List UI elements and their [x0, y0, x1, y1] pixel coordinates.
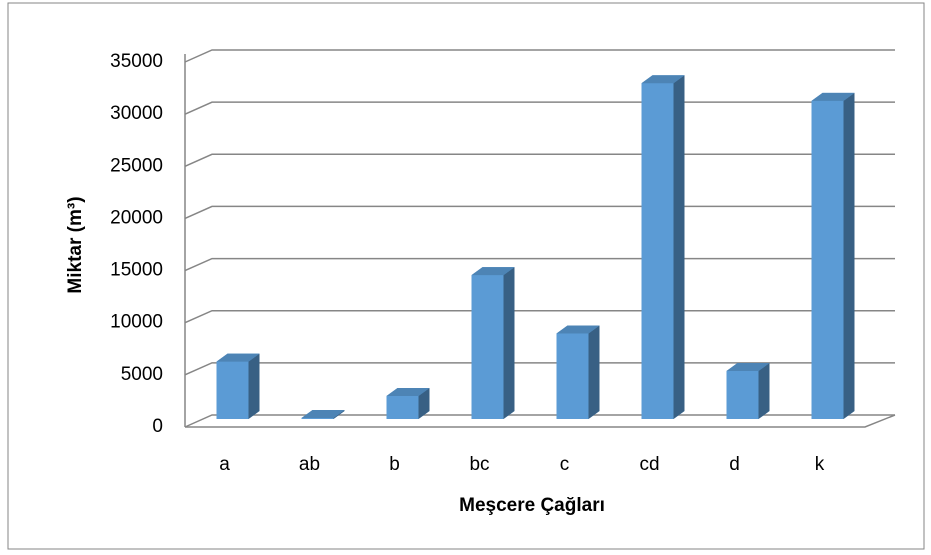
y-tick-label: 25000 — [110, 155, 163, 176]
y-tick-label: 10000 — [110, 312, 163, 333]
bar-top — [386, 388, 430, 397]
bar-side — [843, 92, 855, 419]
chart-frame — [7, 2, 925, 550]
bar-top — [556, 325, 600, 334]
x-tick-label: d — [729, 454, 740, 475]
y-tick-label: 15000 — [110, 260, 163, 281]
bar-top — [301, 409, 345, 418]
bar-top — [216, 353, 260, 362]
bar-top — [811, 92, 855, 101]
x-tick-label: a — [219, 454, 230, 475]
x-tick-label: b — [389, 454, 400, 475]
x-axis-label: Meşcere Çağları — [459, 495, 605, 516]
x-tick-label: c — [560, 454, 570, 475]
bar-side — [503, 267, 515, 419]
bar-side — [418, 388, 430, 419]
x-tick-label: cd — [639, 454, 659, 475]
bar-top — [471, 267, 515, 276]
bar-side — [758, 363, 770, 419]
y-axis-label: Miktar (m³) — [65, 196, 86, 293]
bar-side — [248, 353, 260, 419]
bar-side — [588, 325, 600, 419]
bar-side — [333, 409, 345, 419]
grid-line — [184, 49, 895, 63]
x-tick-label: bc — [469, 454, 489, 475]
y-tick-label: 30000 — [110, 103, 163, 124]
bar-side — [673, 75, 685, 419]
y-tick-label: 0 — [152, 416, 163, 437]
x-tick-label: ab — [299, 454, 320, 475]
y-tick-label: 20000 — [110, 207, 163, 228]
x-tick-label: k — [815, 454, 825, 475]
floor — [185, 414, 896, 428]
bar-top — [726, 363, 770, 372]
y-tick-label: 35000 — [110, 51, 163, 72]
y-tick-label: 5000 — [121, 364, 163, 385]
bar-top — [641, 75, 685, 84]
